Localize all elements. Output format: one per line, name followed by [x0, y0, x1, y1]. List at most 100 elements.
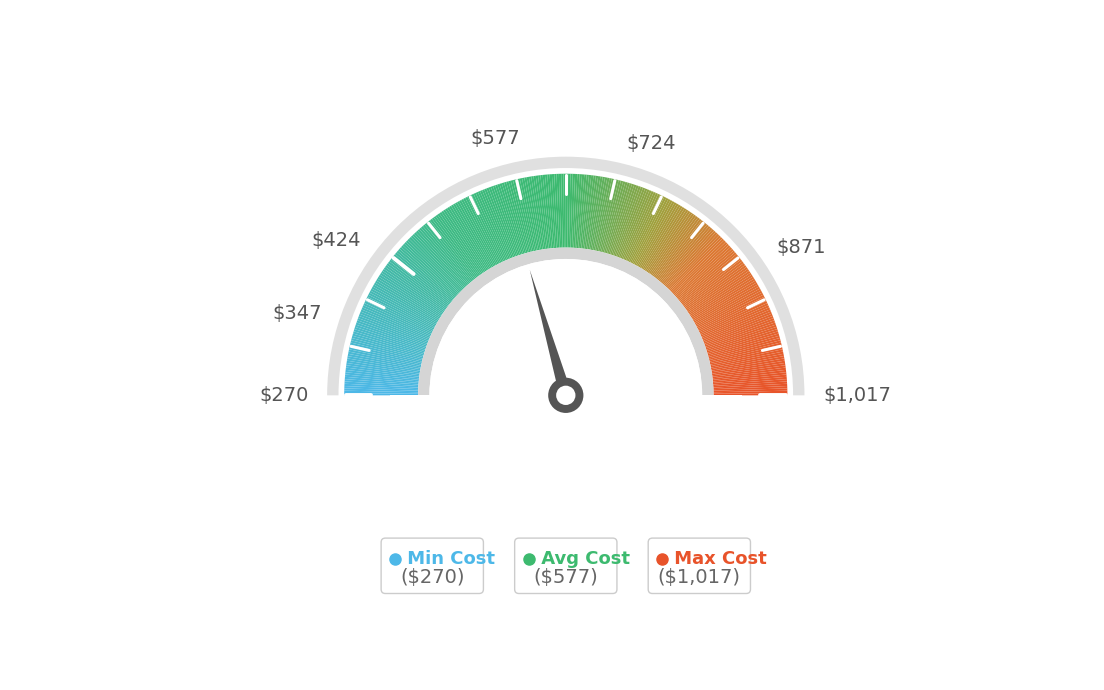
Wedge shape: [392, 256, 450, 304]
Wedge shape: [353, 331, 424, 354]
Wedge shape: [649, 212, 692, 274]
Wedge shape: [692, 281, 756, 320]
Wedge shape: [471, 194, 505, 262]
Wedge shape: [634, 199, 670, 265]
Wedge shape: [406, 240, 460, 293]
Wedge shape: [443, 210, 486, 273]
Wedge shape: [680, 254, 739, 302]
Wedge shape: [588, 177, 603, 250]
Wedge shape: [578, 175, 586, 248]
Wedge shape: [347, 361, 420, 374]
Text: $347: $347: [273, 304, 322, 323]
Polygon shape: [530, 270, 572, 397]
Wedge shape: [350, 342, 423, 362]
Wedge shape: [535, 175, 548, 249]
Wedge shape: [705, 324, 776, 350]
Wedge shape: [713, 384, 787, 389]
Wedge shape: [616, 187, 643, 257]
Text: $871: $871: [776, 237, 826, 257]
Wedge shape: [617, 188, 645, 257]
Wedge shape: [713, 386, 787, 391]
Wedge shape: [376, 279, 440, 319]
Wedge shape: [533, 176, 545, 249]
Wedge shape: [357, 320, 427, 347]
Wedge shape: [378, 277, 442, 317]
Wedge shape: [520, 178, 537, 251]
Wedge shape: [687, 269, 750, 313]
Wedge shape: [583, 175, 594, 249]
Wedge shape: [702, 309, 771, 339]
Wedge shape: [660, 224, 709, 282]
Wedge shape: [455, 202, 493, 268]
Wedge shape: [688, 270, 751, 313]
Wedge shape: [401, 246, 457, 297]
Wedge shape: [650, 213, 694, 275]
Wedge shape: [478, 191, 509, 259]
Wedge shape: [372, 286, 437, 324]
Bar: [390, 395, 742, 466]
Wedge shape: [495, 184, 520, 255]
Wedge shape: [344, 393, 418, 395]
Wedge shape: [538, 175, 549, 249]
Wedge shape: [565, 174, 569, 248]
Wedge shape: [489, 187, 516, 257]
Wedge shape: [710, 349, 783, 366]
Wedge shape: [404, 242, 459, 294]
Wedge shape: [437, 213, 481, 275]
Wedge shape: [407, 239, 461, 292]
Wedge shape: [636, 200, 672, 266]
Wedge shape: [623, 191, 654, 259]
Wedge shape: [420, 228, 469, 284]
Wedge shape: [545, 175, 553, 248]
Wedge shape: [442, 210, 484, 273]
Wedge shape: [416, 230, 467, 286]
Wedge shape: [461, 199, 498, 265]
Wedge shape: [344, 379, 418, 386]
Wedge shape: [497, 184, 521, 255]
Wedge shape: [711, 358, 785, 372]
Wedge shape: [355, 324, 426, 350]
Wedge shape: [627, 194, 660, 262]
Wedge shape: [693, 284, 758, 323]
Wedge shape: [701, 307, 771, 338]
Wedge shape: [713, 379, 787, 386]
Wedge shape: [713, 382, 787, 388]
Wedge shape: [690, 275, 753, 316]
Wedge shape: [711, 356, 784, 371]
Wedge shape: [608, 183, 633, 255]
Wedge shape: [411, 235, 464, 290]
Wedge shape: [712, 361, 785, 374]
Wedge shape: [670, 239, 724, 292]
Wedge shape: [687, 267, 747, 311]
Wedge shape: [374, 282, 438, 322]
Wedge shape: [527, 177, 541, 250]
Wedge shape: [655, 219, 702, 279]
Wedge shape: [373, 284, 438, 323]
Wedge shape: [453, 204, 492, 268]
Wedge shape: [426, 221, 474, 281]
Wedge shape: [584, 175, 596, 249]
Wedge shape: [673, 244, 729, 295]
Wedge shape: [708, 333, 779, 355]
Wedge shape: [359, 314, 428, 342]
Wedge shape: [351, 340, 423, 360]
Wedge shape: [709, 340, 781, 360]
Wedge shape: [434, 216, 479, 277]
Wedge shape: [354, 327, 425, 351]
Wedge shape: [618, 188, 647, 258]
Wedge shape: [344, 375, 418, 383]
Wedge shape: [384, 267, 445, 311]
Wedge shape: [694, 286, 760, 324]
Wedge shape: [646, 210, 689, 273]
Wedge shape: [522, 177, 538, 250]
Wedge shape: [396, 250, 454, 300]
Wedge shape: [591, 177, 605, 250]
Wedge shape: [596, 179, 614, 251]
Wedge shape: [386, 263, 447, 308]
Wedge shape: [459, 200, 496, 266]
Wedge shape: [381, 270, 444, 313]
Wedge shape: [686, 265, 746, 310]
Wedge shape: [480, 190, 510, 259]
Wedge shape: [413, 234, 465, 288]
Wedge shape: [400, 247, 456, 297]
